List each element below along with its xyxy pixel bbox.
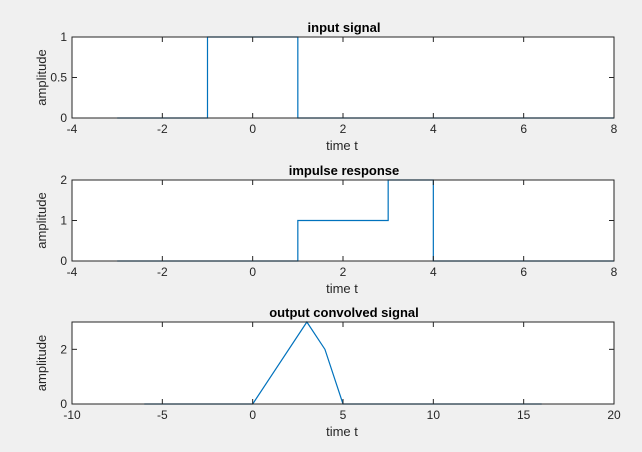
impulse-response-title: impulse response — [289, 163, 400, 178]
input-signal-xtick-label: 2 — [340, 122, 347, 136]
input-signal-ytick-label: 1 — [60, 30, 67, 44]
input-signal-title: input signal — [308, 20, 381, 35]
input-signal-axes: -4 -2 0 2 4 6 8 0 0.5 1 input signal time t amplitud… — [34, 20, 618, 153]
input-signal-xtick-label: 8 — [611, 122, 618, 136]
impulse-response-xtick-label: 4 — [430, 265, 437, 279]
impulse-response-xtick-label: -2 — [157, 265, 168, 279]
input-signal-ytick-label: 0.5 — [50, 71, 67, 85]
input-signal-xtick-label: 4 — [430, 122, 437, 136]
impulse-response-xtick-label: 2 — [340, 265, 347, 279]
input-signal-ytick-label: 0 — [60, 111, 67, 125]
output-convolved-signal-ytick-label: 2 — [60, 342, 67, 356]
output-convolved-signal-xtick-label: 15 — [517, 408, 531, 422]
output-convolved-signal-plot-area — [72, 322, 614, 404]
impulse-response-xtick-label: 0 — [249, 265, 256, 279]
impulse-response-xtick-label: -4 — [67, 265, 78, 279]
output-convolved-signal-xtick-label: 5 — [340, 408, 347, 422]
output-convolved-signal-xtick-label: 20 — [607, 408, 621, 422]
impulse-response-xlabel: time t — [326, 281, 358, 296]
impulse-response-ytick-label: 1 — [60, 214, 67, 228]
output-convolved-signal-ytick-label: 0 — [60, 397, 67, 411]
input-signal-xtick-label: 6 — [520, 122, 527, 136]
impulse-response-ylabel: amplitude — [34, 192, 49, 248]
output-convolved-signal-xtick-label: -5 — [157, 408, 168, 422]
impulse-response-ytick-label: 0 — [60, 254, 67, 268]
plots: -4 -2 0 2 4 6 8 0 0.5 1 input signal time t amplitud… — [34, 20, 621, 439]
output-convolved-signal-xlabel: time t — [326, 424, 358, 439]
input-signal-xtick-label: -2 — [157, 122, 168, 136]
impulse-response-ytick-label: 2 — [60, 173, 67, 187]
output-convolved-signal-ylabel: amplitude — [34, 335, 49, 391]
input-signal-plot-area — [72, 37, 614, 118]
impulse-response-axes: -4 -2 0 2 4 6 8 0 1 2 impulse response time t amplit… — [34, 163, 618, 296]
input-signal-xtick-label: 0 — [249, 122, 256, 136]
impulse-response-series-line-0 — [117, 179, 614, 262]
output-convolved-signal-xtick-label: -10 — [63, 408, 81, 422]
output-convolved-signal-xtick-label: 10 — [427, 408, 441, 422]
output-convolved-signal-title: output convolved signal — [269, 305, 419, 320]
impulse-response-xtick-label: 6 — [520, 265, 527, 279]
input-signal-xlabel: time t — [326, 138, 358, 153]
impulse-response-xtick-label: 8 — [611, 265, 618, 279]
output-convolved-signal-xtick-label: 0 — [249, 408, 256, 422]
input-signal-ylabel: amplitude — [34, 49, 49, 105]
output-convolved-signal-axes: -10 -5 0 5 10 15 20 0 2 output convolved signal ti… — [34, 305, 621, 439]
input-signal-xtick-label: -4 — [67, 122, 78, 136]
